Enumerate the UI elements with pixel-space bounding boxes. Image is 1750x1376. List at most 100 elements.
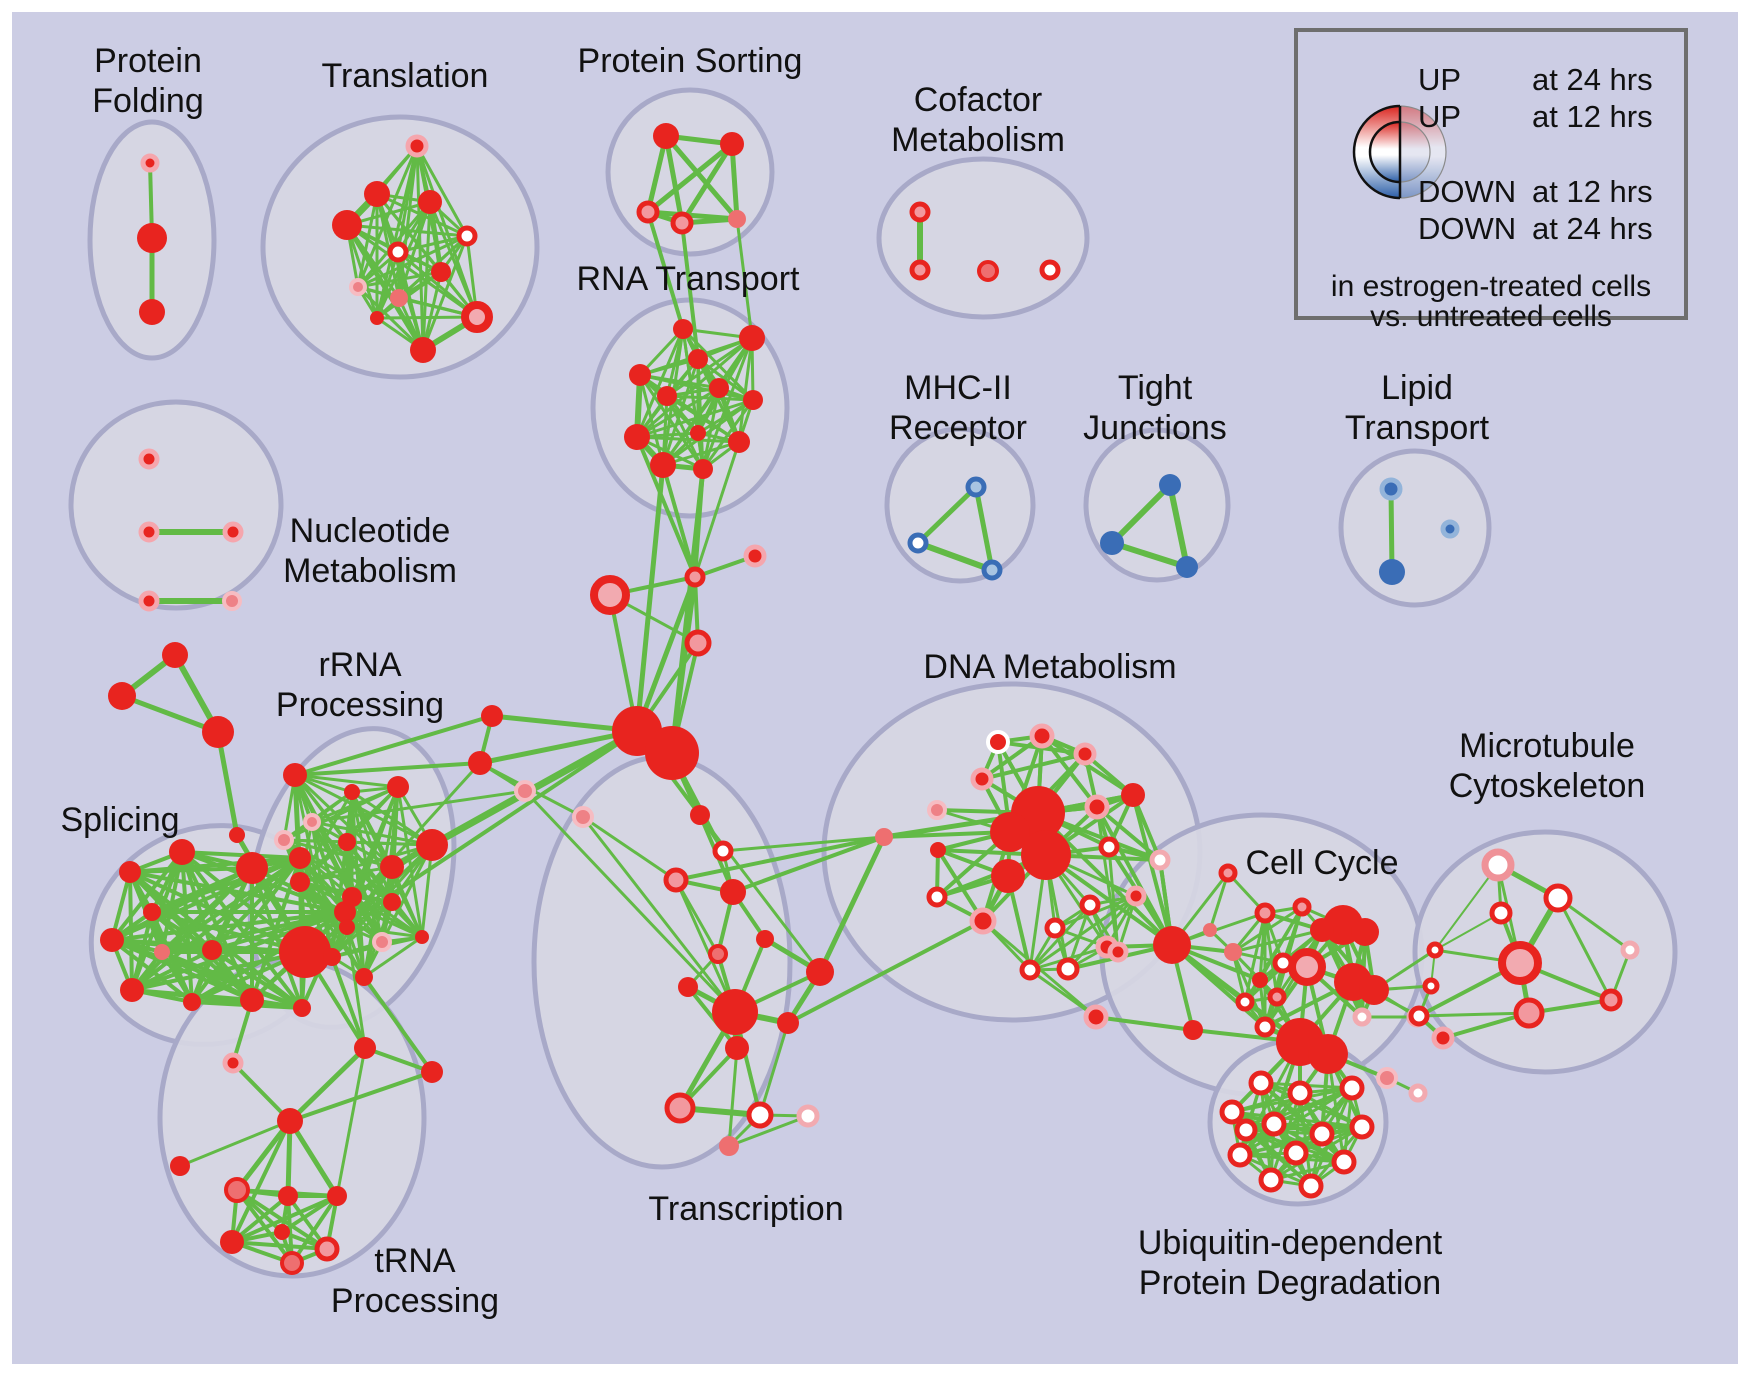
gene-node[interactable] (1219, 1099, 1245, 1125)
gene-node[interactable] (777, 1012, 799, 1034)
gene-node[interactable] (1098, 836, 1120, 858)
gene-node[interactable] (349, 278, 367, 296)
gene-node[interactable] (1267, 987, 1287, 1007)
gene-node[interactable] (387, 241, 409, 263)
gene-node[interactable] (1100, 531, 1124, 555)
gene-node[interactable] (327, 1186, 347, 1206)
gene-node[interactable] (977, 260, 999, 282)
gene-node[interactable] (314, 1236, 340, 1262)
gene-node[interactable] (670, 211, 694, 235)
gene-node[interactable] (678, 977, 698, 997)
gene-node[interactable] (1254, 902, 1276, 924)
gene-node[interactable] (1331, 1149, 1357, 1175)
gene-node[interactable] (1543, 883, 1573, 913)
gene-node[interactable] (202, 940, 222, 960)
gene-node[interactable] (274, 1224, 290, 1240)
gene-node[interactable] (236, 852, 268, 884)
gene-node[interactable] (1159, 474, 1181, 496)
gene-node[interactable] (1254, 1016, 1276, 1038)
gene-node[interactable] (139, 299, 165, 325)
gene-node[interactable] (1351, 918, 1379, 946)
gene-node[interactable] (690, 425, 706, 441)
gene-node[interactable] (719, 1136, 739, 1156)
gene-node[interactable] (990, 812, 1030, 852)
gene-node[interactable] (481, 705, 503, 727)
gene-node[interactable] (756, 930, 774, 948)
gene-node[interactable] (1227, 1142, 1253, 1168)
gene-node[interactable] (461, 301, 493, 333)
gene-node[interactable] (224, 1177, 250, 1203)
gene-node[interactable] (1339, 1075, 1365, 1101)
gene-node[interactable] (1309, 1121, 1335, 1147)
gene-node[interactable] (965, 476, 987, 498)
gene-node[interactable] (410, 337, 436, 363)
gene-node[interactable] (1073, 742, 1097, 766)
gene-node[interactable] (274, 830, 294, 850)
gene-node[interactable] (339, 919, 355, 935)
gene-node[interactable] (138, 448, 160, 470)
gene-node[interactable] (1019, 959, 1041, 981)
gene-node[interactable] (338, 833, 356, 851)
gene-node[interactable] (1288, 948, 1326, 986)
gene-node[interactable] (222, 1052, 244, 1074)
gene-node[interactable] (344, 784, 360, 800)
gene-node[interactable] (154, 944, 170, 960)
gene-node[interactable] (688, 349, 708, 369)
gene-node[interactable] (405, 134, 429, 158)
gene-node[interactable] (1083, 1004, 1109, 1030)
gene-node[interactable] (1620, 940, 1640, 960)
gene-node[interactable] (1203, 923, 1217, 937)
gene-node[interactable] (1252, 972, 1268, 988)
gene-node[interactable] (514, 780, 536, 802)
gene-node[interactable] (289, 847, 311, 869)
gene-node[interactable] (293, 999, 311, 1017)
gene-node[interactable] (708, 944, 728, 964)
gene-node[interactable] (684, 629, 712, 657)
gene-node[interactable] (138, 590, 160, 612)
gene-node[interactable] (354, 1037, 376, 1059)
gene-node[interactable] (930, 842, 946, 858)
gene-node[interactable] (1349, 1114, 1375, 1140)
gene-node[interactable] (119, 861, 141, 883)
gene-node[interactable] (1498, 941, 1542, 985)
gene-node[interactable] (720, 879, 746, 905)
gene-node[interactable] (653, 123, 679, 149)
gene-node[interactable] (1489, 901, 1513, 925)
gene-node[interactable] (372, 932, 392, 952)
gene-node[interactable] (663, 867, 689, 893)
gene-node[interactable] (1298, 1173, 1324, 1199)
gene-node[interactable] (645, 726, 699, 780)
gene-node[interactable] (138, 521, 160, 543)
gene-node[interactable] (664, 1092, 696, 1124)
gene-node[interactable] (1021, 830, 1071, 880)
gene-node[interactable] (222, 521, 244, 543)
gene-node[interactable] (280, 1251, 304, 1275)
gene-node[interactable] (332, 210, 362, 240)
gene-node[interactable] (143, 903, 161, 921)
gene-node[interactable] (590, 575, 630, 615)
gene-node[interactable] (1440, 519, 1460, 539)
gene-node[interactable] (693, 459, 713, 479)
gene-node[interactable] (162, 642, 188, 668)
gene-node[interactable] (1183, 1020, 1203, 1040)
gene-node[interactable] (229, 827, 245, 843)
gene-node[interactable] (1408, 1083, 1428, 1103)
gene-node[interactable] (1379, 477, 1403, 501)
gene-node[interactable] (746, 1101, 774, 1129)
gene-node[interactable] (1287, 1080, 1313, 1106)
gene-node[interactable] (1248, 1070, 1274, 1096)
gene-node[interactable] (981, 559, 1003, 581)
gene-node[interactable] (1056, 957, 1080, 981)
gene-node[interactable] (222, 591, 242, 611)
gene-node[interactable] (1149, 849, 1171, 871)
gene-node[interactable] (370, 311, 384, 325)
gene-node[interactable] (108, 682, 136, 710)
gene-node[interactable] (1079, 894, 1101, 916)
gene-node[interactable] (240, 988, 264, 1012)
gene-node[interactable] (712, 840, 734, 862)
gene-node[interactable] (796, 1104, 820, 1128)
gene-node[interactable] (380, 855, 404, 879)
gene-node[interactable] (1481, 848, 1515, 882)
gene-node[interactable] (283, 763, 307, 787)
gene-node[interactable] (390, 289, 408, 307)
